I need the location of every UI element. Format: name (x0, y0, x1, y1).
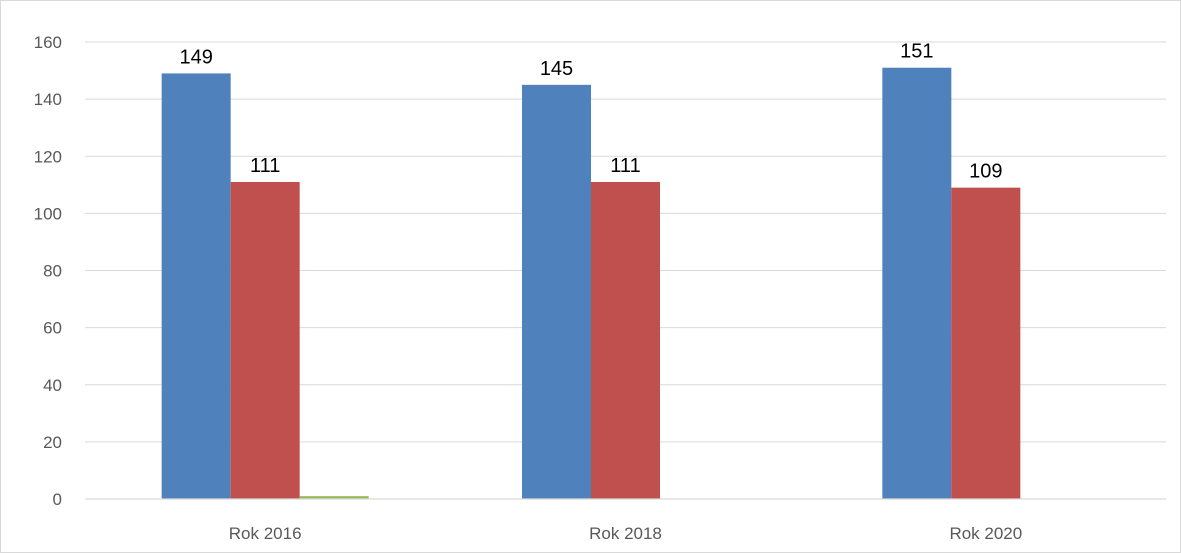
y-tick-label: 160 (34, 33, 62, 52)
bar-series-2-rok-2018 (591, 181, 660, 500)
y-tick-label: 60 (43, 319, 62, 338)
y-tick-label: 0 (53, 490, 62, 509)
data-label: 109 (969, 161, 1002, 183)
bar-series-3-rok-2016 (299, 496, 369, 499)
y-tick-label: 40 (43, 376, 62, 395)
y-tick-label: 120 (34, 147, 62, 166)
y-tick-label: 80 (43, 262, 62, 281)
labels: 0 20 40 60 80 100 120 140 160 149 111 Rok 2016 145 11… (34, 33, 1023, 543)
bars (161, 67, 1021, 500)
data-label: 149 (179, 46, 212, 68)
data-label: 111 (250, 155, 280, 177)
bar-series-2-rok-2016 (230, 181, 300, 500)
y-tick-label: 100 (34, 204, 62, 223)
data-label: 151 (900, 41, 933, 63)
data-label: 145 (540, 58, 573, 80)
bar-series-1-rok-2016 (161, 73, 231, 499)
bar-series-1-rok-2018 (522, 84, 591, 499)
x-tick-label: Rok 2016 (229, 524, 302, 543)
x-tick-label: Rok 2018 (589, 524, 662, 543)
bar-series-1-rok-2020 (882, 67, 952, 500)
x-tick-label: Rok 2020 (949, 524, 1022, 543)
data-label: 111 (610, 155, 640, 177)
bar-series-2-rok-2020 (951, 187, 1021, 499)
y-tick-label: 140 (34, 90, 62, 109)
y-tick-label: 20 (43, 433, 62, 452)
